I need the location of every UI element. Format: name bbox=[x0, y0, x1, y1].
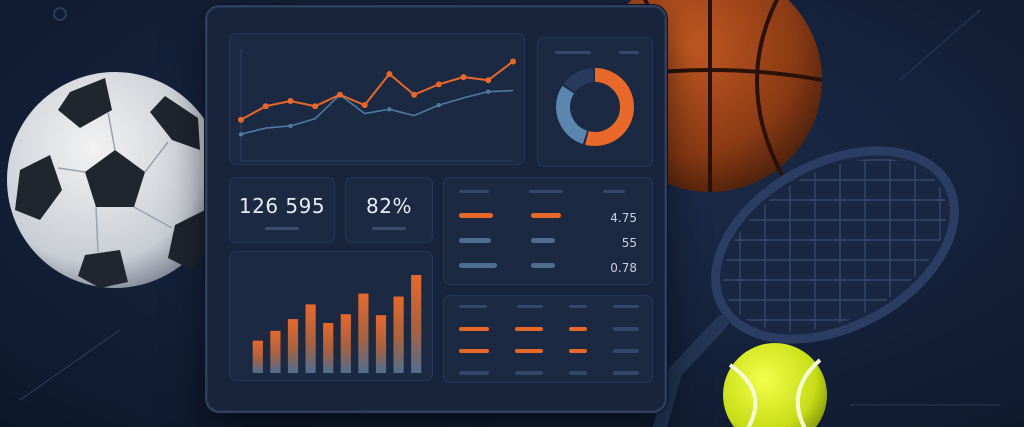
table-row-bar bbox=[459, 238, 491, 243]
line-chart bbox=[238, 49, 516, 162]
data-point bbox=[460, 74, 467, 81]
bar bbox=[287, 319, 299, 373]
panel-header-dash bbox=[619, 51, 639, 54]
table-row-bar bbox=[515, 371, 543, 375]
bar bbox=[305, 304, 316, 373]
data-point bbox=[238, 116, 244, 123]
table-row-bar bbox=[613, 349, 639, 353]
data-point bbox=[287, 98, 294, 104]
metrics-table: 4.75 55 0.78 bbox=[443, 177, 653, 285]
bar-chart-panel bbox=[229, 251, 433, 381]
data-point bbox=[312, 103, 319, 110]
line-chart-panel bbox=[229, 33, 525, 165]
data-point bbox=[361, 102, 368, 109]
stat-card-total: 126 595 bbox=[229, 177, 335, 243]
data-point bbox=[288, 123, 293, 129]
donut-chart bbox=[556, 68, 634, 146]
bar bbox=[411, 275, 422, 373]
data-point bbox=[411, 91, 418, 98]
data-point bbox=[387, 107, 392, 112]
table-header-dash bbox=[529, 190, 563, 193]
table-row-bar bbox=[531, 263, 555, 268]
bar-chart bbox=[252, 275, 422, 373]
data-point bbox=[262, 103, 269, 110]
data-point bbox=[486, 89, 491, 94]
stat-percent-value: 82% bbox=[366, 194, 412, 218]
bar bbox=[375, 315, 387, 373]
bar bbox=[252, 340, 263, 373]
stat-total-value: 126 595 bbox=[238, 194, 326, 218]
stat-underline bbox=[265, 227, 299, 230]
data-point bbox=[435, 81, 442, 88]
secondary-table bbox=[443, 295, 653, 383]
panel-header-dash bbox=[555, 51, 591, 54]
table-row-bar bbox=[531, 238, 555, 243]
pie-slice bbox=[556, 68, 634, 146]
bar bbox=[340, 314, 351, 373]
table-header-dash bbox=[569, 305, 587, 308]
pie-slice bbox=[556, 68, 634, 146]
table-header-dash bbox=[613, 305, 639, 308]
table-row-bar bbox=[569, 327, 587, 331]
table-row-bar bbox=[459, 213, 493, 218]
data-point bbox=[485, 77, 492, 84]
data-point bbox=[510, 58, 516, 65]
table-header-dash bbox=[517, 305, 543, 308]
data-point bbox=[436, 102, 442, 108]
table-row-bar bbox=[613, 327, 639, 331]
table-row-bar bbox=[515, 327, 543, 331]
tennis-ball-icon bbox=[723, 343, 827, 427]
table-header-dash bbox=[459, 305, 487, 308]
table-header-dash bbox=[603, 190, 625, 193]
series-line-1 bbox=[240, 89, 514, 136]
table-row-bar bbox=[459, 371, 489, 375]
data-point bbox=[238, 132, 244, 137]
table-row-bar bbox=[459, 327, 489, 331]
table-value: 55 bbox=[621, 236, 637, 250]
donut-chart-panel bbox=[537, 37, 653, 167]
table-row-bar bbox=[459, 263, 497, 268]
table-value: 4.75 bbox=[610, 211, 637, 225]
table-row-bar bbox=[459, 349, 489, 353]
table-row-bar bbox=[569, 371, 587, 375]
data-point bbox=[336, 91, 343, 98]
table-row-bar bbox=[613, 371, 639, 375]
table-row-bar bbox=[531, 213, 561, 218]
bar bbox=[270, 330, 281, 373]
data-point bbox=[386, 70, 393, 77]
series-line-0 bbox=[240, 60, 514, 121]
soccer-ball-icon bbox=[7, 72, 223, 288]
table-value: 0.78 bbox=[610, 261, 637, 275]
bar bbox=[358, 293, 369, 373]
tablet-dashboard: 126 595 82% 4.75 55 0.78 bbox=[205, 5, 667, 413]
bar bbox=[323, 323, 334, 373]
table-row-bar bbox=[569, 349, 587, 353]
stat-card-percent: 82% bbox=[345, 177, 433, 243]
table-row-bar bbox=[515, 349, 543, 353]
table-header-dash bbox=[459, 190, 489, 193]
stat-underline bbox=[372, 227, 406, 230]
bar bbox=[393, 296, 404, 373]
